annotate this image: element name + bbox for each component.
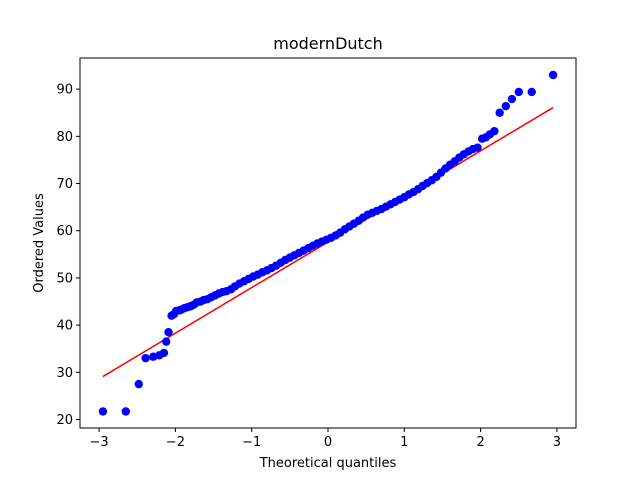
y-tick-label: 50 [56,271,73,286]
data-point [141,353,150,363]
chart-title: modernDutch [273,34,382,53]
y-tick-label: 20 [56,413,73,428]
y-tick-label: 40 [56,319,73,334]
plot-area: −3 −2 −1 0 1 2 3 20 30 40 50 60 70 80 90 [56,57,577,450]
data-point [162,337,171,346]
data-point [548,70,558,80]
x-tick-label: −2 [166,435,185,450]
data-point [98,407,108,416]
y-tick-label: 90 [56,83,73,98]
data-point [134,379,143,389]
data-point [164,327,173,337]
data-point [514,87,523,97]
data-point [473,143,482,152]
data-point [121,407,130,416]
x-tick-label: −1 [242,435,261,450]
x-tick-label: 1 [400,435,408,450]
axes-frame [79,57,577,429]
data-point [495,108,504,117]
x-tick-label: 2 [476,435,484,450]
data-point [527,87,536,97]
data-point [501,101,510,111]
data-point [159,348,169,358]
x-tick-label: 3 [553,435,561,450]
y-tick-label: 70 [56,177,73,192]
x-tick-label: −3 [89,435,108,450]
y-tick-label: 60 [56,224,73,239]
x-axis-label: Theoretical quantiles [259,456,397,471]
y-tick-label: 80 [56,130,73,145]
x-axis: −3 −2 −1 0 1 2 3 [89,428,561,450]
y-tick-label: 30 [56,366,73,381]
data-point [507,94,517,104]
points-layer [98,70,558,416]
y-axis-label: Ordered Values [32,193,47,293]
x-tick-label: 0 [324,435,332,450]
y-axis: 20 30 40 50 60 70 80 90 [56,83,80,428]
data-point [490,126,499,136]
